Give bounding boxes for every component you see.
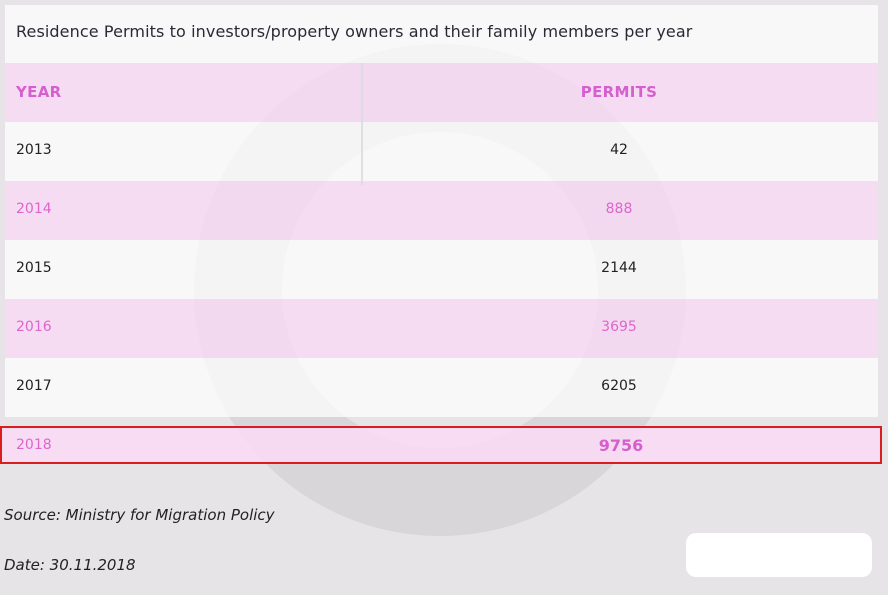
permits-table: Residence Permits to investors/property …: [5, 5, 878, 465]
year-cell: 2018: [16, 437, 52, 453]
permits-cell: 6205: [601, 378, 637, 394]
column-divider: [361, 63, 363, 185]
permits-cell: 2144: [601, 260, 637, 276]
year-cell: 2017: [16, 378, 52, 394]
permits-cell: 3695: [601, 319, 637, 335]
year-cell: 2013: [16, 142, 52, 158]
table-title-bar: Residence Permits to investors/property …: [5, 5, 878, 63]
date-note: Date: 30.11.2018: [4, 556, 136, 574]
table-title: Residence Permits to investors/property …: [16, 22, 693, 41]
permits-cell: 888: [605, 201, 633, 217]
header-permits: PERMITS: [580, 83, 658, 101]
table-row: 2015 2144: [5, 240, 878, 299]
table-row: 2014 888: [5, 181, 878, 240]
header-year: YEAR: [16, 83, 62, 101]
year-cell: 2016: [16, 319, 52, 335]
table-row: 2013 42: [5, 122, 878, 181]
redaction-patch: [686, 533, 872, 577]
year-cell: 2015: [16, 260, 52, 276]
year-cell: 2014: [16, 201, 52, 217]
highlighted-row-2018: 2018 9756: [0, 426, 882, 464]
table-row: 2017 6205: [5, 358, 878, 417]
table-row: 2016 3695: [5, 299, 878, 358]
permits-cell: 9756: [598, 436, 644, 455]
source-note: Source: Ministry for Migration Policy: [4, 506, 275, 524]
permits-cell: 42: [610, 142, 628, 158]
table-header-row: YEAR PERMITS: [5, 63, 878, 122]
